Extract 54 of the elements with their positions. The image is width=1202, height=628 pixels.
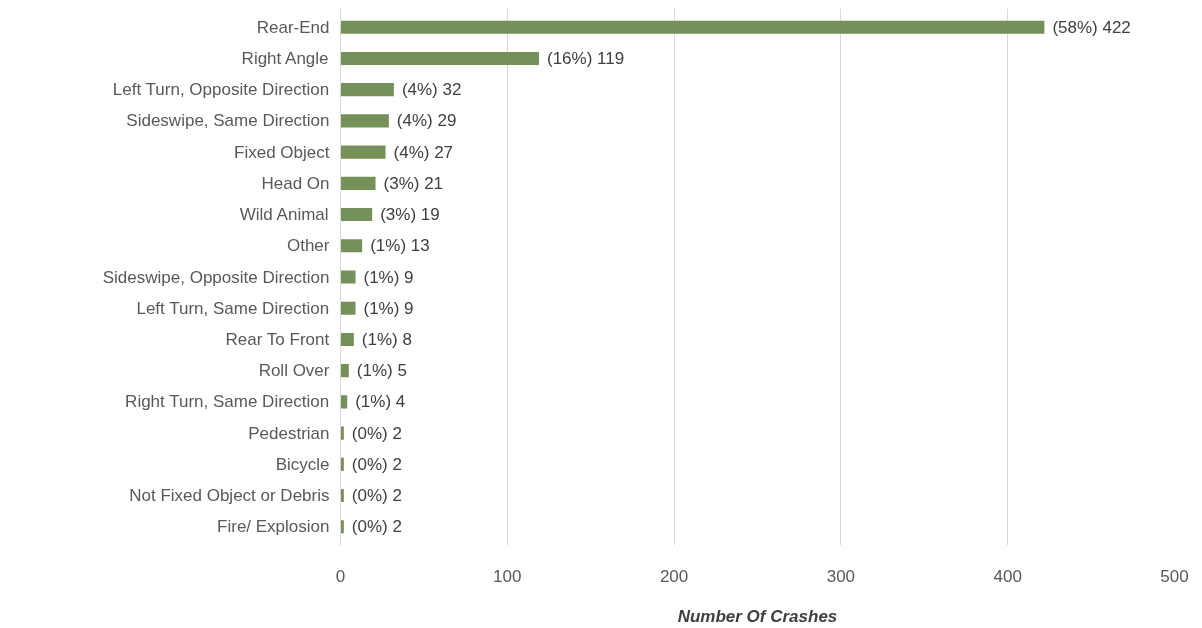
data-label: (4%) 27 — [393, 142, 454, 162]
y-tick-label: Pedestrian — [248, 423, 330, 443]
bar — [340, 270, 356, 284]
data-label: (3%) 19 — [380, 205, 440, 225]
y-tick-label: Sideswipe, Same Direction — [126, 111, 330, 131]
y-tick-label: Left Turn, Opposite Direction — [112, 80, 330, 100]
y-tick-label: Head On — [261, 173, 330, 193]
data-label: (0%) 2 — [351, 486, 402, 506]
bar — [340, 20, 1045, 34]
y-tick-label: Sideswipe, Opposite Direction — [102, 267, 330, 287]
bar — [340, 114, 389, 128]
y-tick-label: Rear-End — [256, 17, 330, 37]
data-label: (1%) 8 — [361, 329, 412, 349]
bar — [340, 145, 386, 159]
x-tick-label: 400 — [993, 566, 1022, 586]
y-tick-label: Rear To Front — [225, 329, 330, 349]
data-label: (16%) 119 — [546, 48, 625, 68]
x-tick-label: 500 — [1160, 566, 1189, 586]
y-tick-label: Right Angle — [241, 48, 329, 68]
data-label: (0%) 2 — [351, 517, 402, 537]
data-label: (1%) 13 — [370, 236, 430, 256]
y-tick-label: Wild Animal — [239, 205, 329, 225]
bar — [340, 239, 363, 253]
data-label: (1%) 9 — [363, 298, 414, 318]
y-tick-label: Fire/ Explosion — [217, 517, 330, 537]
bar — [340, 83, 394, 97]
x-tick-label: 200 — [659, 566, 689, 586]
y-tick-label: Not Fixed Object or Debris — [129, 486, 330, 506]
data-label: (4%) 29 — [396, 111, 457, 131]
x-tick-label: 300 — [826, 566, 856, 586]
bar — [340, 332, 354, 346]
bar — [340, 301, 356, 315]
bar — [340, 176, 376, 190]
x-axis-title: Number Of Crashes — [677, 606, 838, 626]
data-label: (1%) 5 — [356, 361, 407, 381]
bar — [340, 364, 349, 378]
bar — [340, 208, 373, 222]
y-tick-label: Bicycle — [275, 454, 330, 474]
data-label: (58%) 422 — [1052, 17, 1131, 37]
x-tick-label: 0 — [335, 566, 346, 586]
y-tick-label: Right Turn, Same Direction — [125, 392, 330, 412]
data-label: (4%) 32 — [401, 80, 462, 100]
bar — [340, 395, 348, 409]
x-tick-label: 100 — [493, 566, 522, 586]
y-tick-label: Left Turn, Same Direction — [136, 298, 330, 318]
data-label: (0%) 2 — [351, 423, 402, 443]
y-tick-label: Fixed Object — [234, 142, 330, 162]
bar — [340, 51, 539, 66]
data-label: (1%) 4 — [355, 392, 406, 412]
data-label: (0%) 2 — [351, 454, 402, 474]
y-tick-label: Other — [286, 236, 330, 256]
y-tick-label: Roll Over — [258, 361, 330, 381]
data-label: (3%) 21 — [383, 173, 444, 193]
data-label: (1%) 9 — [363, 267, 414, 287]
